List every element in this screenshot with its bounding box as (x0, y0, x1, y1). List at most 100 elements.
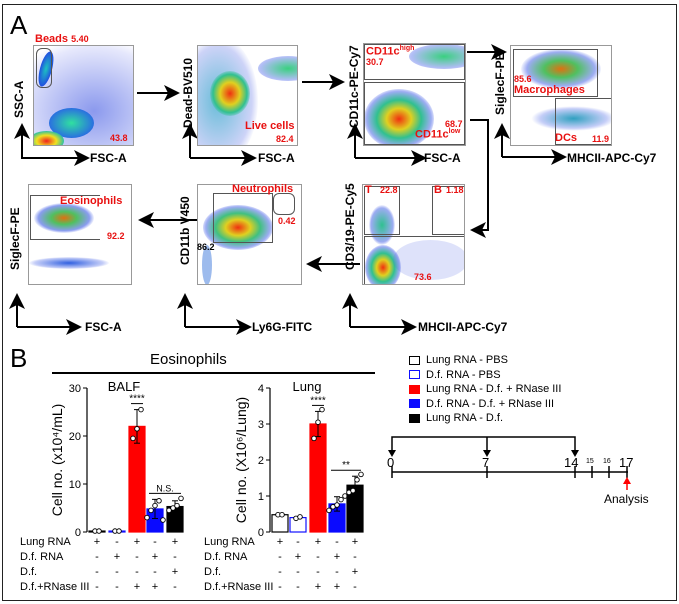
condition-row-label: Lung RNA (204, 536, 255, 548)
condition-marker: + (333, 551, 341, 563)
condition-marker: - (335, 566, 339, 578)
day-label: 0 (387, 455, 395, 470)
gate-value: 85.6 (514, 74, 532, 84)
data-point (338, 496, 344, 503)
legend-item: Lung RNA - D.f. + RNase III (409, 382, 561, 397)
legend-label: D.f. RNA - PBS (426, 368, 501, 381)
data-point (350, 487, 356, 494)
condition-row-label: D.f.+RNase III (204, 581, 274, 593)
condition-marker: + (171, 536, 179, 548)
x-axis-label: FSC-A (424, 151, 461, 165)
analysis-arrow-icon (623, 477, 631, 490)
y-tick-label: 0 (75, 527, 81, 539)
data-point (354, 477, 360, 483)
gate-value: 22.8 (380, 185, 398, 195)
flow-plot-live-cells (197, 45, 298, 146)
legend-item: D.f. RNA - D.f. + RNase III (409, 397, 561, 412)
legend-label: Lung RNA - PBS (426, 354, 508, 367)
condition-marker: + (133, 581, 141, 593)
condition-marker: + (333, 581, 341, 593)
data-point (319, 406, 325, 413)
condition-marker: - (173, 581, 177, 593)
figure-frame (2, 4, 677, 601)
gate-value: 82.4 (276, 134, 294, 144)
y-tick-label: 4 (258, 383, 264, 395)
condition-marker: + (314, 581, 322, 593)
panel-a-label: A (10, 10, 28, 40)
condition-marker: + (276, 536, 284, 548)
legend-item: D.f. RNA - PBS (409, 368, 561, 383)
legend-swatch (409, 370, 420, 380)
data-point (297, 514, 303, 520)
legend-item: Lung RNA - D.f. (409, 411, 561, 426)
data-point (315, 419, 321, 425)
data-point (152, 502, 158, 509)
condition-marker: - (95, 551, 99, 563)
condition-marker: - (135, 551, 139, 563)
condition-marker: + (93, 536, 101, 548)
legend-label: Lung RNA - D.f. (426, 412, 504, 425)
gate-label-macrophages: Macrophages (514, 84, 585, 96)
legend-swatch (409, 384, 420, 394)
condition-marker: + (151, 551, 159, 563)
data-point (130, 435, 136, 442)
flow-plot-lymphocytes (362, 184, 465, 285)
down-arrow-icon (388, 450, 579, 457)
condition-marker: - (278, 566, 282, 578)
condition-marker: - (115, 566, 119, 578)
condition-marker: - (135, 566, 139, 578)
data-point (334, 502, 340, 508)
condition-row-label: D.f. RNA (20, 551, 64, 563)
data-point (160, 517, 166, 523)
group-title: Eosinophils (150, 351, 227, 368)
flow-plot-beads (33, 45, 134, 146)
gate-label-eosinophils: Eosinophils (60, 195, 123, 207)
gate-value: 0.42 (278, 216, 296, 226)
significance-label: N.S. (156, 483, 174, 493)
gate-value: 86.2 (197, 242, 215, 252)
flow-plot-neutrophils (197, 184, 302, 285)
day-label: 16 (603, 458, 611, 465)
data-point (156, 498, 162, 504)
x-axis-label: FSC-A (90, 151, 127, 165)
condition-marker: - (296, 536, 300, 548)
condition-marker: - (296, 581, 300, 593)
legend-swatch (409, 355, 420, 365)
legend-swatch (409, 413, 420, 423)
gate-value: 43.8 (110, 133, 128, 143)
legend: Lung RNA - PBS D.f. RNA - PBS Lung RNA - D… (409, 353, 561, 426)
chart-title: BALF (108, 379, 141, 394)
condition-row-label: D.f. RNA (204, 551, 248, 563)
x-axis-label: Ly6G-FITC (252, 320, 313, 334)
condition-marker: + (351, 536, 359, 548)
condition-row-label: D.f. (20, 566, 38, 578)
condition-marker: - (153, 536, 157, 548)
legend-swatch (409, 399, 420, 409)
y-tick-label: 0 (258, 527, 264, 539)
data-point (279, 511, 285, 518)
condition-marker: - (353, 581, 357, 593)
data-point (174, 502, 180, 509)
injection-bracket (391, 436, 576, 453)
data-point (170, 505, 176, 511)
day-label: 17 (619, 455, 634, 470)
gate-value: 1.18 (446, 185, 464, 195)
data-point (138, 406, 144, 413)
gate-value: 11.9 (592, 134, 610, 144)
x-axis-label: FSC-A (258, 151, 295, 165)
condition-marker: - (153, 566, 157, 578)
condition-marker: - (95, 566, 99, 578)
y-tick-label: 3 (258, 419, 264, 431)
condition-marker: + (314, 536, 322, 548)
y-tick-label: 10 (69, 479, 81, 491)
flow-plot-macrophages (510, 45, 612, 146)
condition-marker: - (353, 551, 357, 563)
flow-plot-cd11c (363, 43, 466, 146)
gate-label-dcs: DCs (555, 132, 578, 144)
condition-marker: + (351, 566, 359, 578)
condition-marker: - (335, 536, 339, 548)
significance-label: **** (129, 394, 145, 405)
gate-value: 92.2 (107, 231, 125, 241)
gate-value: 30.7 (366, 57, 384, 67)
